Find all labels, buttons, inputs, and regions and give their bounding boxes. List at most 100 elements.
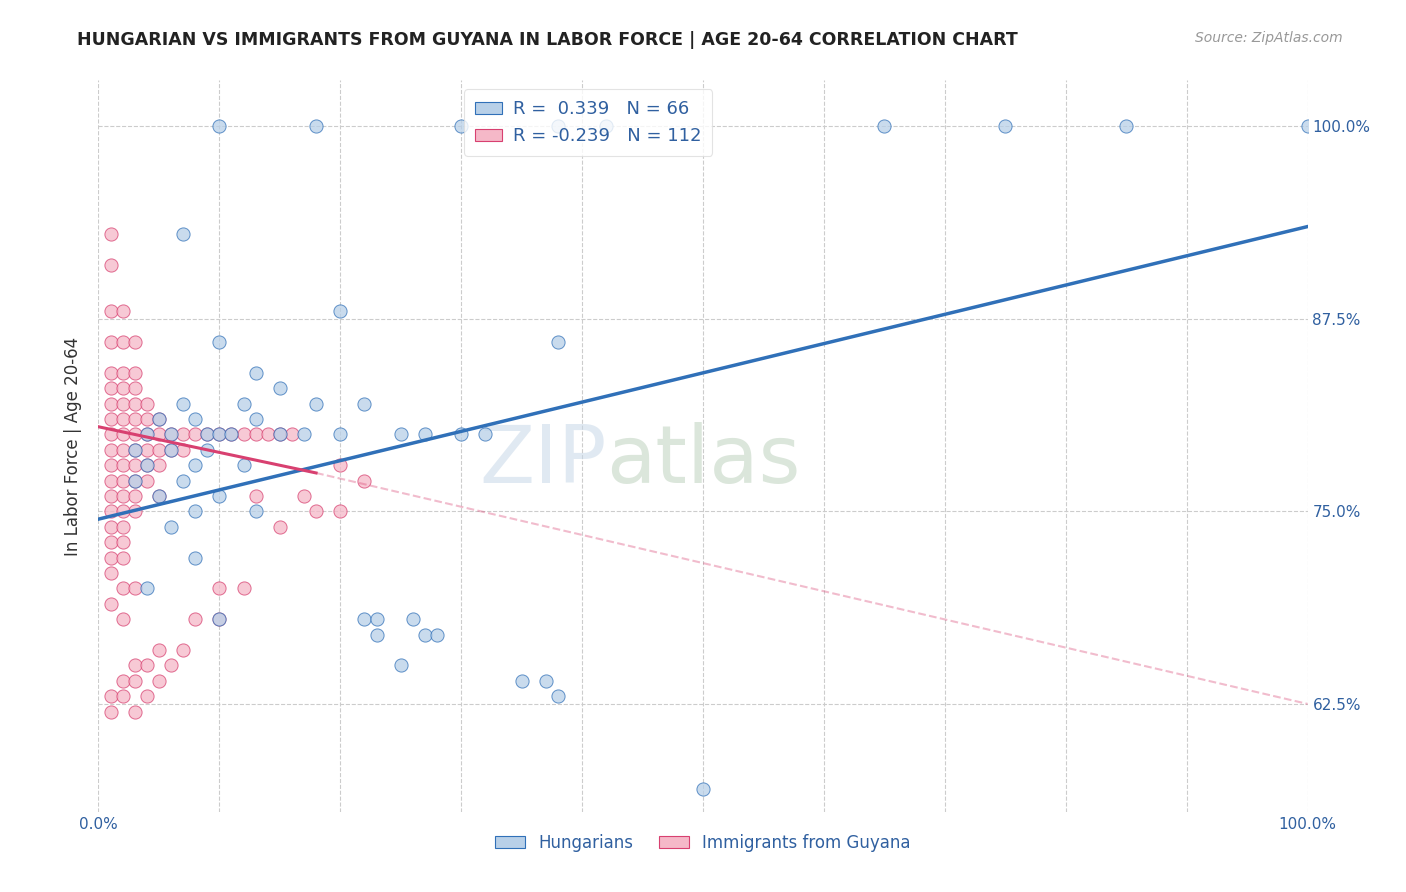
- Point: [148, 489, 170, 503]
- Point: [111, 550, 134, 565]
- Point: [111, 304, 134, 318]
- Point: [160, 427, 183, 442]
- Point: [208, 582, 231, 596]
- Point: [329, 504, 352, 518]
- Point: [413, 427, 436, 442]
- Point: [111, 612, 134, 626]
- Point: [208, 489, 231, 503]
- Point: [148, 412, 170, 426]
- Point: [1296, 120, 1319, 134]
- Point: [221, 427, 243, 442]
- Point: [124, 381, 146, 395]
- Point: [510, 673, 533, 688]
- Point: [184, 612, 207, 626]
- Point: [100, 381, 122, 395]
- Point: [135, 427, 157, 442]
- Point: [111, 504, 134, 518]
- Point: [111, 690, 134, 704]
- Point: [232, 397, 254, 411]
- Point: [124, 474, 146, 488]
- Point: [292, 489, 315, 503]
- Point: [994, 120, 1017, 134]
- Point: [111, 535, 134, 549]
- Point: [195, 442, 218, 457]
- Point: [148, 442, 170, 457]
- Point: [208, 612, 231, 626]
- Point: [111, 458, 134, 473]
- Point: [269, 381, 291, 395]
- Point: [135, 458, 157, 473]
- Point: [100, 458, 122, 473]
- Point: [124, 442, 146, 457]
- Point: [245, 412, 267, 426]
- Point: [111, 381, 134, 395]
- Point: [100, 597, 122, 611]
- Point: [100, 566, 122, 580]
- Point: [100, 550, 122, 565]
- Point: [172, 397, 194, 411]
- Point: [426, 627, 449, 641]
- Point: [135, 397, 157, 411]
- Point: [160, 427, 183, 442]
- Point: [547, 120, 569, 134]
- Point: [232, 582, 254, 596]
- Point: [172, 474, 194, 488]
- Point: [124, 412, 146, 426]
- Point: [124, 474, 146, 488]
- Point: [184, 458, 207, 473]
- Point: [208, 612, 231, 626]
- Point: [124, 705, 146, 719]
- Point: [124, 582, 146, 596]
- Point: [595, 120, 617, 134]
- Y-axis label: In Labor Force | Age 20-64: In Labor Force | Age 20-64: [65, 336, 83, 556]
- Point: [100, 227, 122, 242]
- Point: [366, 612, 388, 626]
- Point: [124, 427, 146, 442]
- Point: [100, 705, 122, 719]
- Point: [124, 397, 146, 411]
- Point: [221, 427, 243, 442]
- Point: [100, 427, 122, 442]
- Point: [269, 427, 291, 442]
- Point: [135, 690, 157, 704]
- Point: [111, 442, 134, 457]
- Point: [184, 412, 207, 426]
- Point: [111, 474, 134, 488]
- Point: [195, 427, 218, 442]
- Point: [160, 442, 183, 457]
- Point: [269, 520, 291, 534]
- Point: [100, 258, 122, 272]
- Point: [135, 658, 157, 673]
- Text: atlas: atlas: [606, 422, 800, 500]
- Point: [100, 474, 122, 488]
- Point: [100, 489, 122, 503]
- Point: [148, 427, 170, 442]
- Point: [111, 582, 134, 596]
- Point: [413, 627, 436, 641]
- Point: [305, 397, 328, 411]
- Point: [172, 442, 194, 457]
- Point: [100, 535, 122, 549]
- Point: [124, 442, 146, 457]
- Point: [208, 120, 231, 134]
- Point: [111, 427, 134, 442]
- Point: [402, 612, 425, 626]
- Point: [124, 489, 146, 503]
- Point: [100, 412, 122, 426]
- Point: [172, 427, 194, 442]
- Text: ZIP: ZIP: [479, 422, 606, 500]
- Point: [160, 442, 183, 457]
- Point: [100, 334, 122, 349]
- Point: [172, 643, 194, 657]
- Point: [256, 427, 278, 442]
- Point: [100, 504, 122, 518]
- Point: [269, 427, 291, 442]
- Point: [111, 520, 134, 534]
- Point: [245, 489, 267, 503]
- Point: [148, 458, 170, 473]
- Point: [389, 427, 412, 442]
- Point: [124, 334, 146, 349]
- Point: [305, 504, 328, 518]
- Point: [124, 658, 146, 673]
- Point: [100, 304, 122, 318]
